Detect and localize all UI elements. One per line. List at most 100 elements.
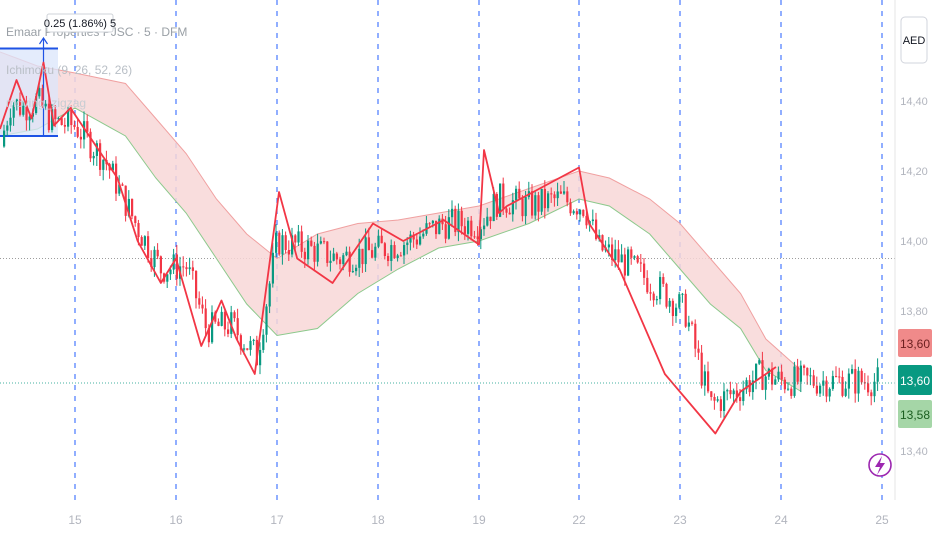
candle-91 [294, 233, 297, 250]
candle-179 [575, 208, 578, 220]
candle-173 [556, 182, 559, 206]
candle-body-218 [700, 352, 703, 386]
candle-body-99 [319, 241, 322, 244]
candle-176 [566, 186, 569, 207]
candle-5 [19, 92, 22, 117]
candle-234 [751, 370, 754, 400]
candle-221 [710, 391, 713, 401]
candle-208 [668, 297, 671, 313]
cloud-lower-line [0, 107, 802, 392]
candle-body-193 [620, 254, 623, 263]
candle-185 [595, 212, 598, 241]
candle-body-45 [147, 236, 150, 259]
badge-cloud-upper [898, 329, 932, 357]
candle-114 [367, 227, 370, 251]
candle-body-244 [783, 379, 786, 390]
candle-body-67 [217, 321, 220, 326]
price-axis[interactable]: 14,40 14,20 14,00 13,80 13,60 13,40 [900, 96, 928, 458]
candle-body-208 [668, 300, 671, 307]
candle-235 [755, 363, 758, 390]
candle-body-223 [716, 399, 719, 401]
y-tick-label-2: 14,00 [900, 236, 928, 248]
candle-161 [518, 181, 521, 199]
candle-body-88 [284, 235, 287, 251]
lightning-icon[interactable] [868, 453, 892, 477]
measure-tooltip: 0.25 (1.86%) 5 [44, 13, 116, 33]
candle-body-0 [3, 130, 6, 147]
candle-151 [486, 207, 489, 227]
candle-body-101 [326, 241, 329, 263]
candle-body-39 [127, 198, 130, 216]
candle-199 [639, 253, 642, 272]
candle-209 [671, 298, 674, 326]
candle-body-160 [515, 188, 518, 201]
candle-181 [582, 209, 585, 218]
candle-body-272 [873, 381, 876, 397]
candle-31 [102, 158, 105, 181]
candle-78 [252, 338, 255, 346]
candle-203 [652, 291, 655, 307]
candle-88 [284, 231, 287, 254]
candle-83 [268, 281, 271, 314]
candle-body-263 [844, 388, 847, 396]
candle-body-22 [73, 125, 76, 127]
candle-149 [479, 226, 482, 250]
time-axis[interactable]: 15 16 17 18 19 22 23 24 25 [68, 513, 889, 527]
candle-body-226 [726, 390, 729, 392]
candle-65 [211, 305, 214, 344]
measure-tooltip-box [46, 13, 114, 33]
candle-256 [822, 371, 825, 396]
candle-273 [876, 358, 879, 392]
currency-badge[interactable]: AED [900, 16, 928, 64]
candle-body-191 [614, 249, 617, 260]
candle-body-211 [678, 294, 681, 308]
candle-157 [505, 205, 508, 218]
candle-245 [787, 382, 790, 391]
candle-241 [774, 376, 777, 385]
candle-251 [806, 367, 809, 385]
x-tick-label-3: 18 [371, 513, 385, 527]
candle-body-18 [60, 118, 63, 125]
candle-body-165 [531, 191, 534, 216]
candle-80 [259, 342, 262, 375]
candle-body-21 [70, 110, 73, 126]
candle-body-27 [89, 131, 92, 159]
candle-74 [239, 333, 242, 355]
candle-body-107 [345, 251, 348, 256]
candle-body-258 [828, 388, 831, 397]
candle-92 [297, 225, 300, 247]
candle-227 [729, 381, 732, 399]
candle-body-61 [198, 298, 201, 305]
candle-22 [73, 120, 76, 130]
candle-body-195 [627, 249, 630, 276]
candle-73 [236, 308, 239, 342]
candle-84 [271, 242, 274, 288]
candle-body-227 [729, 390, 732, 395]
candle-body-116 [374, 246, 377, 258]
candle-158 [508, 207, 511, 215]
currency-badge-box[interactable] [900, 16, 928, 64]
candle-body-175 [563, 191, 566, 194]
candle-197 [633, 255, 636, 261]
candle-body-265 [851, 369, 854, 374]
candle-body-129 [415, 239, 418, 245]
candle-210 [675, 303, 678, 323]
cloud-upper-line [0, 51, 802, 371]
candle-105 [339, 256, 342, 270]
candle-body-251 [806, 367, 809, 376]
candle-body-94 [303, 251, 306, 260]
candle-body-231 [742, 389, 745, 402]
candle-202 [649, 283, 652, 301]
candle-body-170 [547, 193, 550, 209]
candle-body-42 [137, 223, 140, 238]
candle-body-148 [476, 236, 479, 240]
candle-218 [700, 344, 703, 389]
candle-body-228 [732, 390, 735, 395]
candle-body-119 [383, 243, 386, 257]
candle-body-243 [780, 371, 783, 380]
candle-49 [159, 255, 162, 283]
candle-body-268 [860, 370, 863, 383]
candle-211 [678, 291, 681, 310]
candle-body-250 [803, 365, 806, 368]
